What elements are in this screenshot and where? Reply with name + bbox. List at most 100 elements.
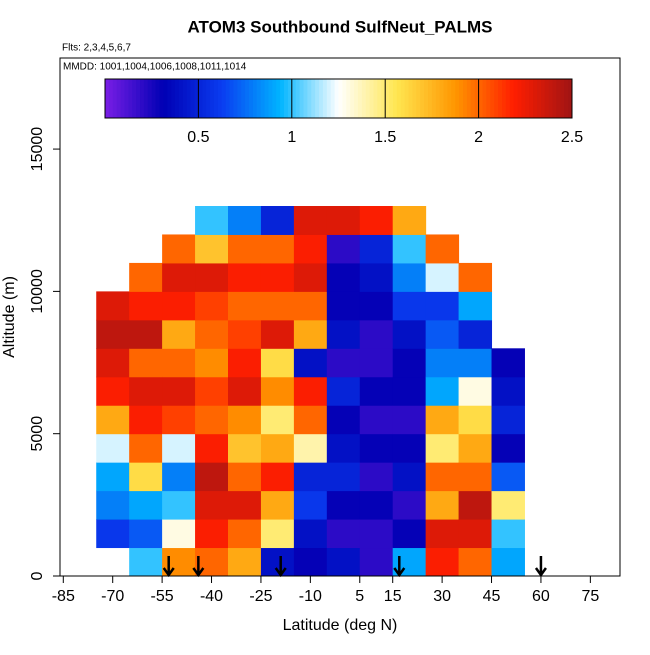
heat-cell (392, 206, 427, 235)
colorbar-swatch (533, 79, 538, 118)
colorbar-swatch (424, 79, 429, 118)
heat-cell (425, 519, 460, 549)
colorbar-swatch (486, 79, 491, 118)
heat-cell (228, 348, 262, 378)
colorbar-swatch (163, 79, 168, 118)
colorbar-swatch (463, 79, 468, 118)
heat-cell (162, 262, 196, 292)
heat-cell (228, 405, 262, 435)
x-tick-label: -85 (52, 588, 75, 605)
heat-cell (293, 433, 328, 463)
heat-cell (392, 376, 427, 406)
heat-cell (425, 348, 460, 378)
y-tick-label: 15000 (29, 127, 46, 172)
colorbar-swatch (315, 79, 320, 118)
colorbar-swatch (385, 79, 390, 118)
colorbar-swatch (517, 79, 522, 118)
heat-cell (326, 519, 361, 549)
heat-cell (458, 405, 493, 435)
colorbar-swatch (470, 79, 476, 118)
colorbar-swatch (190, 79, 196, 118)
heat-cell (425, 405, 460, 435)
heat-cell (228, 490, 262, 520)
colorbar-swatch (225, 79, 231, 118)
colorbar-swatch (447, 79, 452, 118)
x-tick-label: 5 (355, 588, 364, 605)
heat-cell (195, 234, 229, 264)
heat-cell (129, 319, 163, 349)
colorbar-swatch (350, 79, 355, 118)
heat-cell (228, 433, 262, 463)
heat-cell (228, 376, 262, 406)
heat-cell (260, 462, 295, 492)
colorbar-swatch (198, 79, 203, 118)
heat-cell (195, 462, 229, 492)
heat-cell (195, 262, 229, 292)
heat-cell (392, 348, 427, 378)
colorbar-swatch (136, 79, 141, 118)
colorbar-swatch (330, 79, 336, 118)
colorbar-tick-label: 1.5 (374, 129, 396, 146)
heat-cell (228, 234, 262, 264)
colorbar-swatch (303, 79, 308, 118)
heat-cell (195, 405, 229, 435)
heat-cell (392, 519, 427, 549)
heat-cell (425, 319, 460, 349)
heat-cell (96, 490, 130, 520)
heat-cell (359, 262, 394, 292)
colorbar-swatch (264, 79, 269, 118)
heat-cell (293, 291, 328, 321)
heat-cell (458, 490, 493, 520)
colorbar-swatch (210, 79, 215, 118)
heat-cell (162, 519, 196, 549)
heat-cell (359, 547, 394, 577)
heat-cell (392, 262, 427, 292)
colorbar-swatch (105, 79, 110, 118)
colorbar-swatch (182, 79, 188, 118)
colorbar-swatch (540, 79, 546, 118)
colorbar-swatch (124, 79, 129, 118)
chart-title: ATOM3 Southbound SulfNeut_PALMS (187, 17, 492, 36)
heat-cell (293, 462, 328, 492)
colorbar-swatch (252, 79, 258, 118)
annotation: MMDD: 1001,1004,1006,1008,1011,1014 (63, 62, 247, 73)
colorbar-swatch (295, 79, 301, 118)
heat-cell (293, 234, 328, 264)
heat-cell (425, 547, 460, 577)
colorbar-swatch (299, 79, 304, 118)
heat-cell (458, 319, 493, 349)
heat-cell (293, 376, 328, 406)
heat-cell (392, 462, 427, 492)
heat-cell (425, 462, 460, 492)
heat-cell (458, 547, 493, 577)
heat-cell (425, 433, 460, 463)
heat-cell (129, 291, 163, 321)
heat-cell (129, 519, 163, 549)
colorbar-swatch (498, 79, 503, 118)
colorbar-tick-label: 2 (474, 129, 483, 146)
heat-cell (162, 291, 196, 321)
x-tick-label: 75 (581, 588, 599, 605)
colorbar-swatch (490, 79, 495, 118)
heat-cell (491, 462, 525, 492)
arrow (393, 556, 406, 578)
colorbar-swatch (428, 79, 433, 118)
heat-cell (129, 405, 163, 435)
colorbar-swatch (241, 79, 246, 118)
colorbar-swatch (213, 79, 219, 118)
colorbar-swatch (568, 79, 573, 118)
colorbar-swatch (334, 79, 339, 118)
colorbar-swatch (287, 79, 293, 118)
heat-cell (392, 405, 427, 435)
heat-cell (260, 262, 295, 292)
colorbar-swatch (245, 79, 250, 118)
plot-frame (59, 57, 621, 577)
colorbar-swatch (229, 79, 234, 118)
arrow (192, 556, 205, 578)
colorbar-swatch (284, 79, 289, 118)
colorbar-swatch (482, 79, 487, 118)
heat-cell (359, 319, 394, 349)
heat-cell (491, 405, 525, 435)
heat-cell (96, 519, 130, 549)
heat-cell (326, 206, 361, 235)
